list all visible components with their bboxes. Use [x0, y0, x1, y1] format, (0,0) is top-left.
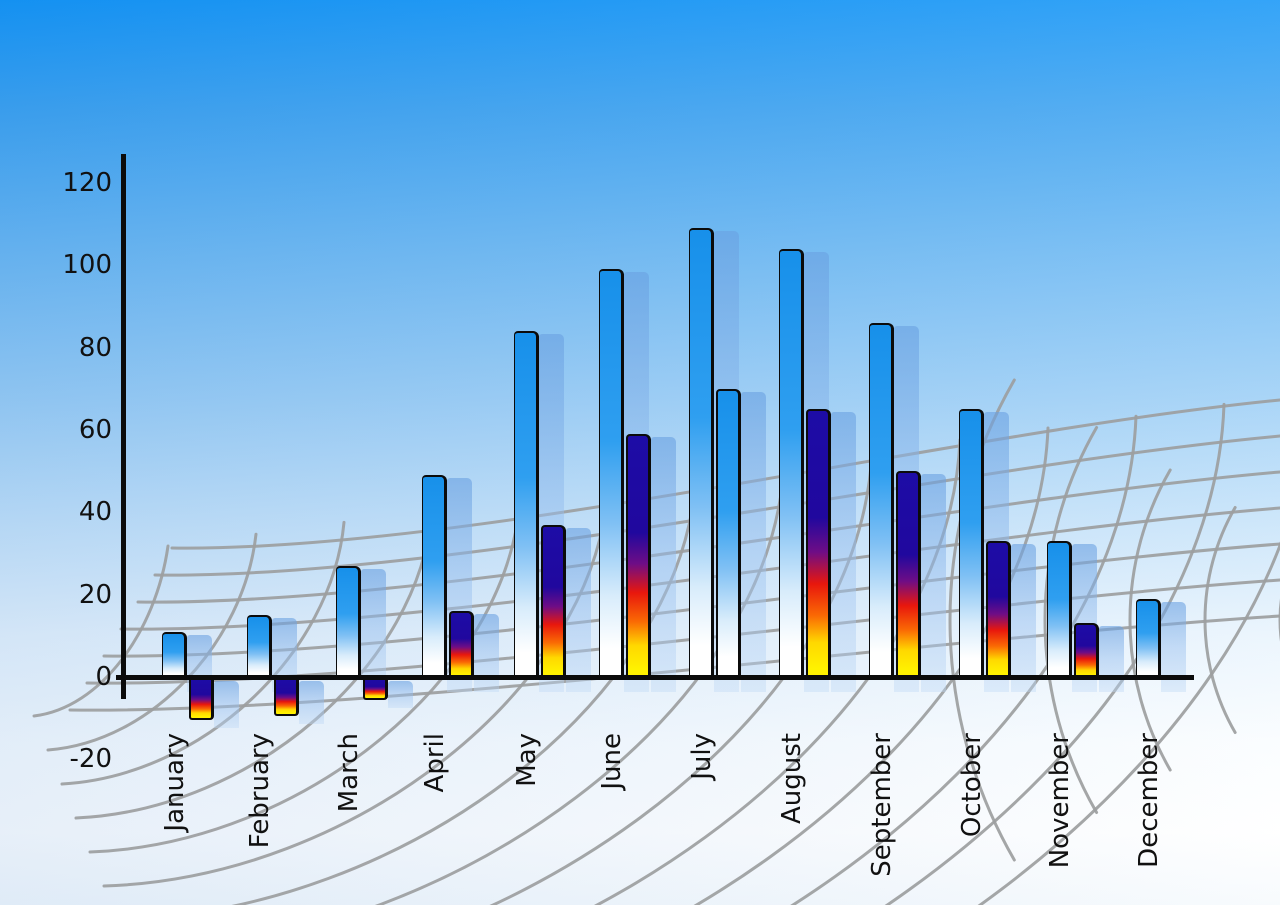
- bar-october-series1: [959, 409, 984, 677]
- x-label-march: March: [334, 733, 364, 813]
- x-label-november: November: [1045, 733, 1075, 869]
- x-label-september: September: [867, 733, 897, 877]
- grid-line: [789, 414, 1138, 905]
- bar-march-series2: [363, 679, 388, 700]
- echo-march-series1: [361, 568, 386, 692]
- x-label-may: May: [512, 733, 542, 787]
- echo-july-series2: [741, 391, 766, 692]
- echo-may-series2: [566, 527, 591, 692]
- x-label-april: April: [420, 733, 450, 793]
- y-tick-120: 120: [62, 167, 112, 198]
- x-axis-line: [116, 675, 1194, 680]
- echo-march-series2: [388, 681, 413, 708]
- grid-line: [88, 497, 522, 854]
- y-tick-20: 20: [78, 579, 112, 610]
- echo-june-series2: [651, 437, 676, 692]
- x-label-august: August: [777, 733, 807, 824]
- x-label-october: October: [957, 733, 987, 838]
- y-tick-100: 100: [62, 250, 112, 281]
- echo-august-series2: [831, 412, 856, 692]
- bar-march-series1: [336, 565, 361, 677]
- x-label-december: December: [1134, 733, 1164, 868]
- bar-june-series1: [599, 269, 624, 677]
- bar-august-series1: [779, 248, 804, 677]
- grid-line: [977, 540, 1280, 905]
- bar-april-series2: [449, 611, 474, 677]
- x-label-january: January: [160, 733, 190, 832]
- echo-october-series2: [1011, 544, 1036, 692]
- echo-january-series2: [214, 681, 239, 729]
- bar-october-series2: [986, 541, 1011, 677]
- echo-september-series2: [921, 474, 946, 692]
- bar-july-series1: [689, 228, 714, 677]
- grid-line: [1203, 506, 1237, 734]
- bar-february-series1: [247, 615, 272, 677]
- bar-january-series2: [189, 679, 214, 721]
- grid-line: [1043, 426, 1099, 814]
- bar-february-series2: [274, 679, 299, 717]
- x-label-july: July: [687, 733, 717, 780]
- y-axis-line: [121, 154, 126, 699]
- x-label-june: June: [597, 733, 627, 790]
- echo-february-series2: [299, 681, 324, 725]
- bar-june-series2: [626, 434, 651, 677]
- bar-august-series2: [806, 409, 831, 677]
- y-tick-60: 60: [78, 414, 112, 445]
- bar-december-series1: [1136, 598, 1161, 677]
- bar-november-series1: [1047, 541, 1072, 677]
- y-tick-0: 0: [95, 662, 112, 692]
- bar-september-series1: [869, 322, 894, 677]
- echo-november-series2: [1099, 626, 1124, 692]
- bar-may-series2: [541, 524, 566, 677]
- bar-september-series2: [896, 471, 921, 677]
- y-tick-40: 40: [78, 497, 112, 528]
- y-tick-80: 80: [78, 332, 112, 363]
- grid-line: [884, 402, 1226, 905]
- x-label-february: February: [245, 733, 275, 849]
- grid-line: [1128, 468, 1172, 772]
- y-tick--20: -20: [69, 744, 112, 775]
- bar-january-series1: [162, 631, 187, 677]
- bar-april-series1: [422, 475, 447, 677]
- bar-may-series1: [514, 331, 539, 677]
- grid-line: [60, 520, 346, 786]
- bar-november-series2: [1074, 623, 1099, 677]
- bar-july-series2: [716, 388, 741, 677]
